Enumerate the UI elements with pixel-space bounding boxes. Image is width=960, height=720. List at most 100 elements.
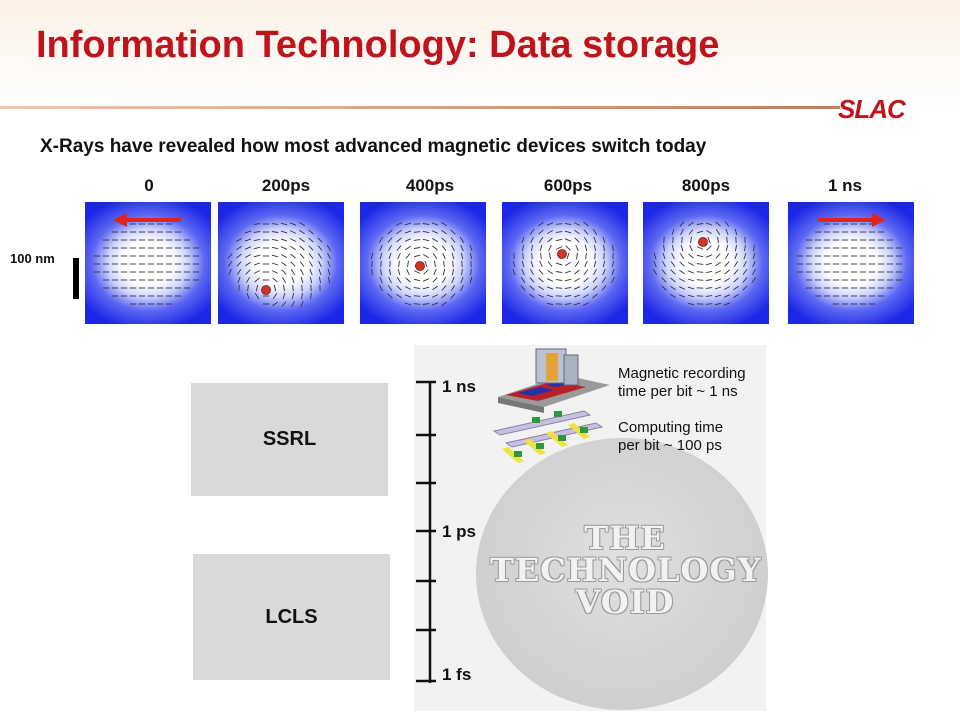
magnetization-arrow [413, 303, 421, 305]
magnetization-arrow [714, 294, 722, 298]
magnetization-arrow [715, 253, 721, 259]
magnetization-arrow [253, 246, 261, 250]
ssrl-box: SSRL [191, 383, 388, 496]
magnetization-arrow [413, 247, 421, 249]
magnetization-arrow [688, 253, 694, 259]
slac-logo: SLAC [838, 94, 906, 124]
magnetization-arrow [687, 294, 695, 298]
magnetization-arrow [227, 253, 233, 259]
magnetization-arrow [715, 229, 721, 235]
technology-void-circle [476, 438, 768, 710]
magnetization-arrow [396, 285, 402, 291]
magnetization-arrow [413, 239, 421, 241]
magnetization-arrow [696, 279, 704, 281]
magnetization-arrow [236, 245, 242, 251]
magnetization-arrow [680, 244, 684, 252]
magnetization-arrow [309, 260, 313, 268]
magnetization-arrow [726, 236, 728, 244]
magnetization-arrow [669, 294, 677, 298]
magnetization-arrow [565, 262, 571, 266]
magnetization-arrow [398, 260, 400, 268]
magnetization-arrow [404, 222, 412, 226]
computing-note: Computing time per bit ~ 100 ps [618, 419, 723, 455]
page-title: Information Technology: Data storage [36, 24, 720, 66]
magnetization-arrow [546, 302, 554, 306]
technology-void-text: THE TECHNOLOGY VOID [490, 522, 761, 618]
magnetization-arrow [396, 277, 402, 283]
magnetization-arrow [327, 260, 331, 268]
magnetization-arrow [387, 229, 393, 235]
magnetization-arrow [388, 276, 392, 284]
magnetization-arrow [539, 260, 543, 268]
magnetization-arrow [603, 244, 605, 252]
magnetization-arrow [460, 252, 464, 260]
magnetization-arrow [440, 222, 448, 226]
magnetization-arrow [555, 238, 563, 242]
magnetization-arrow [380, 268, 382, 276]
magnetization-arrow [538, 269, 544, 275]
magnetization-arrow [413, 231, 421, 233]
magnetization-arrow [379, 244, 383, 252]
magnetization-arrow [451, 244, 455, 252]
magnetization-arrow [734, 252, 738, 260]
magnetization-arrow [546, 278, 554, 282]
magnetization-arrow [549, 252, 551, 260]
magnetization-arrow [404, 230, 412, 234]
magnetization-arrow [670, 269, 676, 275]
magnetization-arrow [546, 294, 554, 298]
magnetization-arrow [662, 252, 666, 260]
magnetization-arrow [253, 254, 261, 258]
magnetization-arrow [662, 260, 666, 268]
magnetization-frame-5 [788, 202, 914, 324]
magnetization-arrow [564, 238, 572, 242]
magnetization-arrow [705, 295, 713, 297]
magnetization-arrow [237, 276, 241, 284]
magnetization-arrow [290, 269, 296, 275]
magnetization-arrow [583, 221, 589, 227]
magnetization-arrow [459, 237, 465, 243]
vortex-core-dot [557, 249, 567, 259]
magnetization-arrow [540, 252, 542, 260]
magnetization-arrow [670, 285, 676, 291]
magnetization-arrow [299, 261, 305, 267]
magnetization-arrow [555, 287, 563, 289]
magnetization-arrow [405, 245, 411, 251]
magnetization-arrow [521, 268, 525, 276]
magnetization-arrow [434, 260, 436, 268]
magnetization-arrow [687, 302, 695, 306]
magnetization-arrow [679, 261, 685, 267]
magnetization-arrow [431, 222, 439, 226]
magnetization-arrow [679, 253, 685, 259]
magnetization-arrow [432, 253, 438, 259]
magnetization-arrow [470, 268, 472, 276]
magnetization-arrow [300, 300, 304, 308]
magnetization-arrow [714, 286, 722, 290]
vortex-core-dot [261, 285, 271, 295]
magnetization-arrow [469, 244, 473, 252]
magnetization-arrow [450, 229, 456, 235]
magnetization-arrow [725, 252, 729, 260]
magnetization-arrow [236, 269, 242, 275]
magnetization-arrow [450, 285, 456, 291]
magnetization-arrow [696, 230, 704, 234]
magnetization-arrow [723, 286, 731, 290]
magnetization-arrow [431, 230, 439, 234]
magnetization-arrow [574, 261, 580, 267]
magnetization-arrow [705, 287, 713, 289]
magnetization-arrow [441, 301, 447, 307]
magnetization-arrow [244, 254, 252, 258]
magnetization-arrow [573, 302, 581, 306]
timeline-axis [416, 348, 610, 683]
subtitle: X-Rays have revealed how most advanced m… [40, 136, 707, 157]
magnetization-arrow [379, 252, 383, 260]
magnetization-arrow [530, 260, 534, 268]
magnetization-arrow [379, 284, 383, 292]
magnetization-arrow [546, 286, 554, 290]
magnetization-arrow [724, 221, 730, 227]
magnetization-arrow [379, 276, 383, 284]
arrow-field [370, 222, 473, 307]
magnetization-arrow [611, 260, 615, 268]
magnetization-arrow [271, 262, 279, 266]
magnetization-arrow [396, 237, 402, 243]
magnetization-arrow [724, 277, 730, 283]
